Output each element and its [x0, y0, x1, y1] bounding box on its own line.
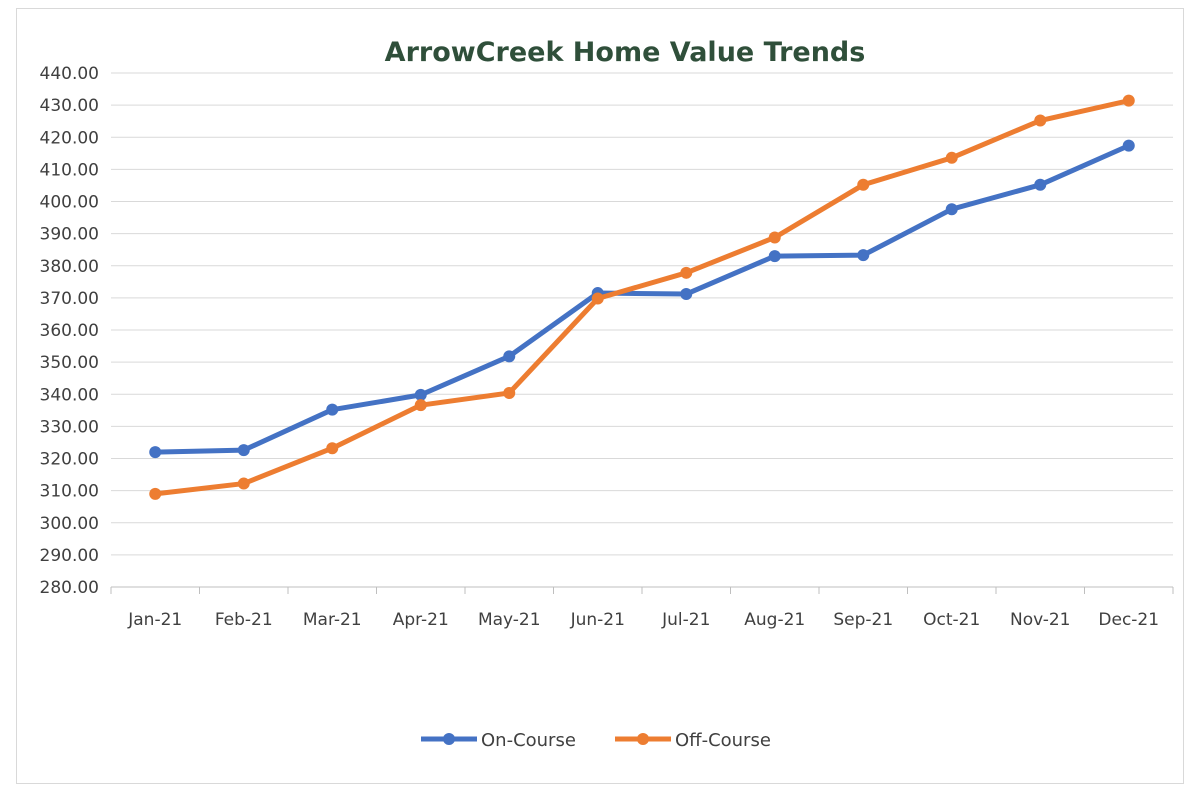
- x-tick-label: Nov-21: [1010, 610, 1071, 630]
- y-tick-label: 280.00: [40, 578, 99, 598]
- data-point-on-course: [1122, 139, 1135, 152]
- y-tick-label: 350.00: [40, 353, 99, 373]
- y-tick-label: 330.00: [40, 417, 99, 437]
- x-tick-label: Mar-21: [303, 610, 362, 630]
- data-point-off-course: [1034, 114, 1047, 127]
- x-axis-tick-labels: Jan-21 Feb-21 Mar-21 Apr-21 May-21 Jun-21 Jul-…: [127, 610, 1159, 630]
- data-point-on-course: [768, 250, 781, 263]
- x-tick-label: Dec-21: [1098, 610, 1159, 630]
- data-point-off-course: [503, 386, 516, 399]
- data-point-on-course: [1034, 178, 1047, 191]
- y-tick-label: 290.00: [40, 546, 99, 566]
- series-line-on-course: [152, 143, 1132, 455]
- x-tick-label: Jan-21: [127, 610, 182, 630]
- legend-label: On-Course: [481, 730, 576, 751]
- y-tick-label: 340.00: [40, 385, 99, 405]
- legend-label: Off-Course: [675, 730, 771, 751]
- data-point-on-course: [237, 444, 250, 457]
- x-tick-label: Sep-21: [833, 610, 893, 630]
- x-tick-label: Aug-21: [744, 610, 805, 630]
- legend: On-Course Off-Course: [421, 730, 771, 751]
- y-tick-label: 410.00: [40, 160, 99, 180]
- y-tick-label: 400.00: [40, 193, 99, 213]
- data-point-on-course: [414, 388, 427, 401]
- data-point-off-course: [414, 399, 427, 412]
- y-tick-label: 380.00: [40, 257, 99, 277]
- data-point-off-course: [1122, 94, 1135, 107]
- x-tick-label: Jun-21: [570, 610, 625, 630]
- data-point-on-course: [680, 288, 693, 301]
- data-point-off-course: [149, 487, 162, 500]
- y-tick-label: 320.00: [40, 450, 99, 470]
- data-point-off-course: [326, 442, 339, 455]
- series-lines: [149, 94, 1135, 500]
- data-point-off-course: [945, 151, 958, 164]
- data-point-off-course: [857, 178, 870, 191]
- data-point-off-course: [237, 477, 250, 490]
- x-tick-label: Feb-21: [215, 610, 273, 630]
- gridlines: [111, 72, 1173, 588]
- x-tick-label: Apr-21: [393, 610, 449, 630]
- chart-frame: ArrowCreek Home Value Trends 280.00 290.0…: [16, 8, 1184, 784]
- data-point-on-course: [857, 249, 870, 262]
- y-tick-label: 370.00: [40, 289, 99, 309]
- y-axis-tick-labels: 280.00 290.00 300.00 310.00 320.00 330.00 340.…: [40, 64, 99, 598]
- legend-item-off-course: Off-Course: [615, 730, 771, 751]
- x-tick-label: May-21: [478, 610, 541, 630]
- line-chart: ArrowCreek Home Value Trends 280.00 290.0…: [40, 37, 1174, 751]
- data-point-off-course: [768, 231, 781, 244]
- y-tick-label: 310.00: [40, 482, 99, 502]
- x-tick-label: Oct-21: [923, 610, 980, 630]
- y-tick-label: 430.00: [40, 96, 99, 116]
- data-point-on-course: [326, 403, 339, 416]
- y-tick-label: 440.00: [40, 64, 99, 84]
- x-axis: [110, 586, 1174, 594]
- y-tick-label: 390.00: [40, 225, 99, 245]
- legend-item-on-course: On-Course: [421, 730, 576, 751]
- data-point-on-course: [149, 446, 162, 459]
- data-point-off-course: [591, 292, 604, 305]
- data-point-on-course: [945, 203, 958, 216]
- y-tick-label: 360.00: [40, 321, 99, 341]
- x-tick-label: Jul-21: [661, 610, 710, 630]
- data-point-off-course: [680, 266, 693, 279]
- data-point-on-course: [503, 350, 516, 363]
- series-line-off-course: [152, 98, 1132, 497]
- legend-marker: [637, 733, 649, 745]
- y-tick-label: 300.00: [40, 514, 99, 534]
- legend-marker: [443, 733, 455, 745]
- y-tick-label: 420.00: [40, 128, 99, 148]
- chart-title: ArrowCreek Home Value Trends: [385, 37, 866, 68]
